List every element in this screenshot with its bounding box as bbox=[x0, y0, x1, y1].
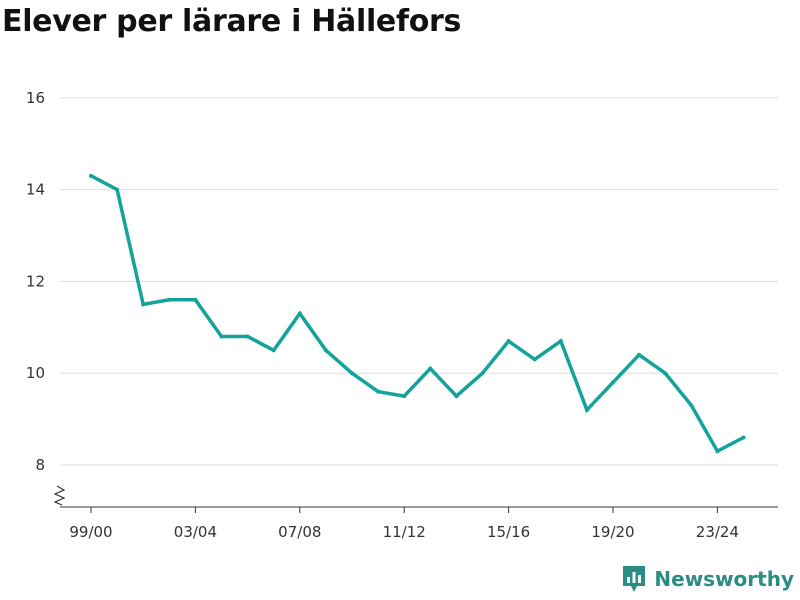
series bbox=[89, 173, 746, 454]
brand-logo: Newsworthy bbox=[621, 564, 794, 594]
data-point bbox=[376, 389, 381, 394]
x-tick-label: 11/12 bbox=[383, 523, 426, 541]
data-point bbox=[167, 297, 172, 302]
newsworthy-logo-icon bbox=[623, 566, 646, 592]
grid-lines bbox=[60, 97, 778, 466]
data-point bbox=[663, 371, 668, 376]
data-point bbox=[584, 407, 589, 412]
series-line bbox=[90, 174, 745, 454]
data-point bbox=[219, 334, 224, 339]
data-point bbox=[715, 449, 720, 454]
data-point bbox=[689, 403, 694, 408]
x-tick-label: 99/00 bbox=[69, 523, 112, 541]
data-point bbox=[532, 357, 537, 362]
data-point bbox=[115, 187, 120, 192]
data-point bbox=[141, 302, 146, 307]
data-point bbox=[454, 394, 459, 399]
data-point bbox=[323, 348, 328, 353]
data-point bbox=[350, 371, 354, 376]
x-axis-ticks: 99/00 03/04 07/08 11/12 15/16 19/20 23/24 bbox=[69, 507, 739, 541]
y-tick-label: 8 bbox=[35, 456, 45, 474]
data-point bbox=[611, 380, 615, 385]
data-point bbox=[245, 334, 250, 339]
data-point bbox=[558, 339, 563, 344]
brand-name: Newsworthy bbox=[654, 567, 794, 591]
data-point bbox=[506, 339, 511, 344]
x-tick-label: 23/24 bbox=[696, 523, 739, 541]
y-tick-label: 12 bbox=[26, 272, 45, 290]
x-tick-label: 19/20 bbox=[591, 523, 634, 541]
axis-break-icon bbox=[53, 485, 66, 506]
y-tick-label: 16 bbox=[26, 89, 45, 107]
y-tick-label: 10 bbox=[26, 364, 45, 382]
y-tick-label: 14 bbox=[26, 181, 45, 199]
x-tick-label: 07/08 bbox=[278, 523, 321, 541]
data-point bbox=[428, 366, 433, 371]
data-point bbox=[297, 311, 302, 316]
x-axis bbox=[53, 485, 778, 508]
data-point bbox=[637, 352, 642, 357]
data-point bbox=[480, 371, 485, 376]
y-axis-ticks: 8 10 12 14 16 bbox=[26, 89, 45, 474]
data-point bbox=[193, 297, 198, 302]
data-point bbox=[741, 435, 746, 440]
chart-title: Elever per lärare i Hällefors bbox=[2, 4, 462, 39]
x-tick-label: 03/04 bbox=[174, 523, 217, 541]
x-tick-label: 15/16 bbox=[487, 523, 530, 541]
data-point bbox=[271, 348, 276, 353]
data-point bbox=[402, 394, 407, 399]
data-point bbox=[89, 173, 93, 178]
